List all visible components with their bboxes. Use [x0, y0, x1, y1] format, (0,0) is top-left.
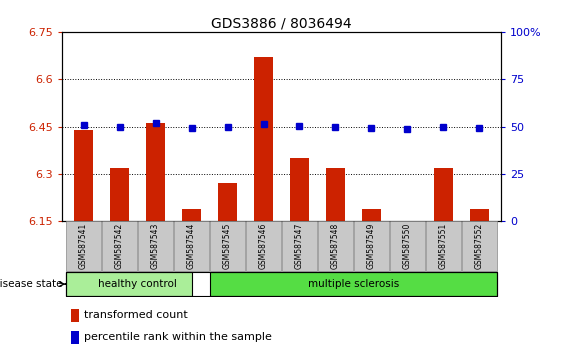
Text: GSM587545: GSM587545 — [223, 223, 232, 269]
Bar — [138, 221, 173, 271]
Bar — [434, 167, 453, 221]
Text: GSM587548: GSM587548 — [331, 223, 340, 269]
Text: GSM587550: GSM587550 — [403, 223, 412, 269]
Bar — [74, 130, 93, 221]
Bar — [426, 221, 461, 271]
Text: percentile rank within the sample: percentile rank within the sample — [84, 332, 272, 342]
Bar — [462, 221, 497, 271]
Text: multiple sclerosis: multiple sclerosis — [308, 279, 399, 289]
Bar — [182, 209, 202, 221]
Text: GSM587541: GSM587541 — [79, 223, 88, 269]
Bar — [470, 209, 489, 221]
Bar — [110, 167, 129, 221]
Bar — [209, 272, 498, 296]
Bar — [397, 221, 417, 224]
Text: GSM587544: GSM587544 — [187, 223, 196, 269]
Bar — [218, 183, 238, 221]
Bar — [174, 221, 209, 271]
Bar — [361, 209, 381, 221]
Text: GSM587547: GSM587547 — [295, 223, 304, 269]
Bar — [71, 309, 79, 322]
Bar — [245, 221, 282, 271]
Bar — [66, 221, 101, 271]
Bar — [318, 221, 354, 271]
Bar — [65, 272, 191, 296]
Bar — [253, 57, 274, 221]
Bar — [209, 221, 245, 271]
Text: GSM587549: GSM587549 — [367, 223, 376, 269]
Bar — [102, 221, 137, 271]
Text: GSM587551: GSM587551 — [439, 223, 448, 269]
Bar — [146, 124, 166, 221]
Bar — [354, 221, 389, 271]
Bar — [325, 167, 345, 221]
Text: GSM587546: GSM587546 — [259, 223, 268, 269]
Title: GDS3886 / 8036494: GDS3886 / 8036494 — [211, 17, 352, 31]
Text: GSM587552: GSM587552 — [475, 223, 484, 269]
Text: healthy control: healthy control — [98, 279, 177, 289]
Text: GSM587542: GSM587542 — [115, 223, 124, 269]
Text: transformed count: transformed count — [84, 310, 187, 320]
Bar — [282, 221, 318, 271]
Text: GSM587543: GSM587543 — [151, 223, 160, 269]
Bar — [71, 331, 79, 343]
Text: disease state: disease state — [0, 279, 65, 289]
Bar — [289, 158, 310, 221]
Bar — [390, 221, 425, 271]
